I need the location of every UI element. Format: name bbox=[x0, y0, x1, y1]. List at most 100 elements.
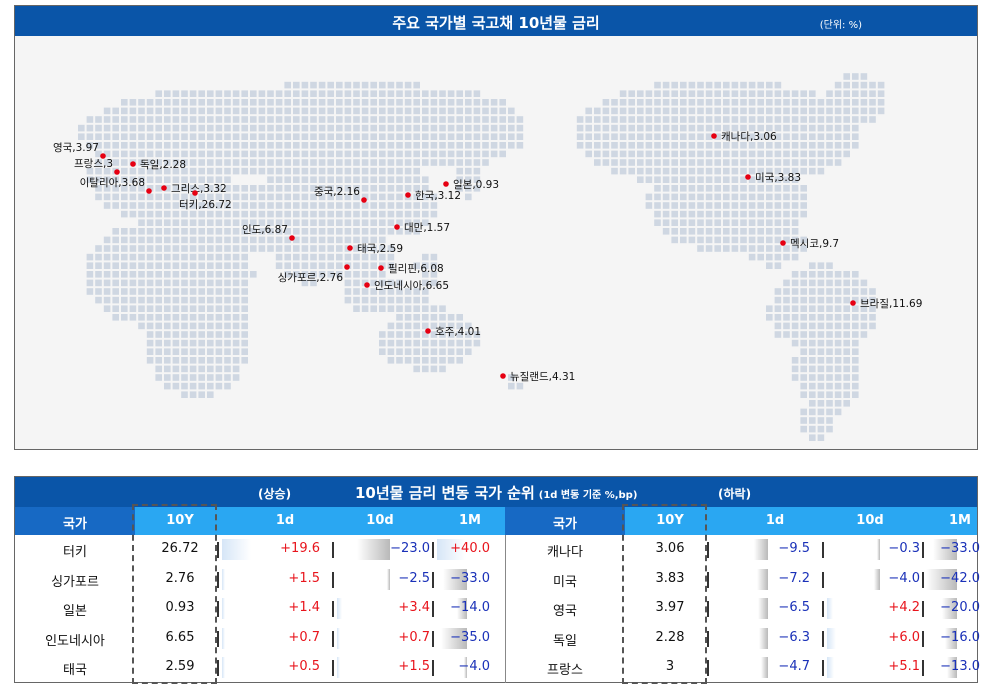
land-dot bbox=[258, 210, 266, 218]
land-dot bbox=[370, 99, 377, 106]
land-dot bbox=[852, 314, 859, 321]
change-bar bbox=[222, 598, 225, 619]
land-dot bbox=[671, 202, 678, 209]
land-dot bbox=[146, 322, 154, 330]
land-dot bbox=[95, 193, 102, 201]
land-dot bbox=[379, 81, 386, 89]
land-dot bbox=[284, 142, 291, 149]
land-dot bbox=[490, 133, 498, 140]
land-dot bbox=[852, 107, 859, 115]
land-dot bbox=[379, 210, 386, 218]
land-dot bbox=[688, 133, 696, 140]
land-dot bbox=[619, 116, 627, 123]
land-dot bbox=[740, 202, 747, 209]
land-dot bbox=[275, 193, 283, 201]
axis-tick bbox=[922, 630, 924, 647]
land-dot bbox=[344, 296, 352, 304]
marker-11 bbox=[347, 245, 353, 251]
land-dot bbox=[705, 150, 713, 158]
land-dot bbox=[112, 314, 119, 321]
change-value: −23.0 bbox=[390, 541, 430, 556]
land-dot bbox=[129, 124, 137, 132]
land-dot bbox=[172, 262, 180, 269]
land-dot bbox=[465, 185, 472, 192]
land-dot bbox=[594, 124, 601, 132]
land-dot bbox=[215, 124, 223, 132]
change-bar bbox=[757, 568, 768, 590]
land-dot bbox=[138, 133, 145, 140]
land-dot bbox=[181, 219, 188, 226]
land-dot bbox=[396, 176, 403, 183]
land-dot bbox=[774, 99, 782, 106]
land-dot bbox=[241, 253, 248, 261]
land-dot bbox=[766, 219, 773, 226]
land-dot bbox=[224, 202, 231, 209]
land-dot bbox=[404, 167, 412, 175]
land-dot bbox=[215, 210, 223, 218]
land-dot bbox=[843, 339, 850, 347]
land-dot bbox=[146, 348, 154, 355]
land-dot bbox=[258, 185, 266, 192]
land-dot bbox=[164, 193, 171, 201]
land-dot bbox=[852, 296, 859, 304]
land-dot bbox=[447, 116, 455, 123]
land-dot bbox=[155, 228, 162, 235]
land-dot bbox=[834, 331, 842, 338]
land-dot bbox=[293, 124, 300, 132]
land-dot bbox=[387, 219, 395, 226]
land-dot bbox=[232, 374, 240, 381]
land-dot bbox=[404, 348, 412, 355]
land-dot bbox=[413, 107, 420, 115]
land-dot bbox=[189, 116, 197, 123]
land-dot bbox=[774, 124, 782, 132]
land-dot bbox=[731, 159, 739, 166]
land-dot bbox=[129, 107, 137, 115]
axis-tick bbox=[217, 601, 219, 617]
marker-8 bbox=[405, 192, 411, 198]
land-dot bbox=[585, 142, 592, 149]
land-dot bbox=[258, 159, 266, 166]
land-dot bbox=[232, 219, 240, 226]
marker-12 bbox=[378, 265, 384, 271]
land-dot bbox=[189, 185, 197, 192]
land-dot bbox=[353, 271, 360, 278]
col-header-2: 1d bbox=[275, 513, 295, 528]
land-dot bbox=[852, 133, 859, 140]
land-dot bbox=[310, 253, 317, 261]
land-dot bbox=[594, 159, 601, 166]
land-dot bbox=[344, 253, 352, 261]
land-dot bbox=[396, 219, 403, 226]
land-dot bbox=[671, 99, 678, 106]
land-dot bbox=[267, 150, 274, 158]
land-dot bbox=[172, 210, 180, 218]
land-dot bbox=[198, 150, 205, 158]
land-dot bbox=[181, 245, 188, 252]
land-dot bbox=[869, 296, 876, 304]
land-dot bbox=[809, 374, 816, 381]
land-dot bbox=[189, 90, 197, 97]
land-dot bbox=[318, 142, 326, 149]
land-dot bbox=[757, 124, 764, 132]
col-header-3: 10d bbox=[366, 513, 394, 528]
land-dot bbox=[654, 193, 661, 201]
land-dot bbox=[852, 365, 859, 373]
land-dot bbox=[181, 176, 188, 183]
land-dot bbox=[791, 271, 799, 278]
land-dot bbox=[662, 185, 670, 192]
land-dot bbox=[594, 116, 601, 123]
land-dot bbox=[121, 185, 128, 192]
land-dot bbox=[164, 124, 171, 132]
land-dot bbox=[327, 159, 334, 166]
land-dot bbox=[430, 331, 438, 338]
land-dot bbox=[215, 314, 223, 321]
land-dot bbox=[791, 99, 799, 106]
land-dot bbox=[155, 90, 162, 97]
land-dot bbox=[129, 296, 137, 304]
land-dot bbox=[731, 116, 739, 123]
land-dot bbox=[336, 185, 343, 192]
land-dot bbox=[671, 81, 678, 89]
land-dot bbox=[680, 193, 687, 201]
land-dot bbox=[843, 150, 850, 158]
land-dot bbox=[181, 296, 188, 304]
y10-value: 0.93 bbox=[165, 600, 195, 615]
